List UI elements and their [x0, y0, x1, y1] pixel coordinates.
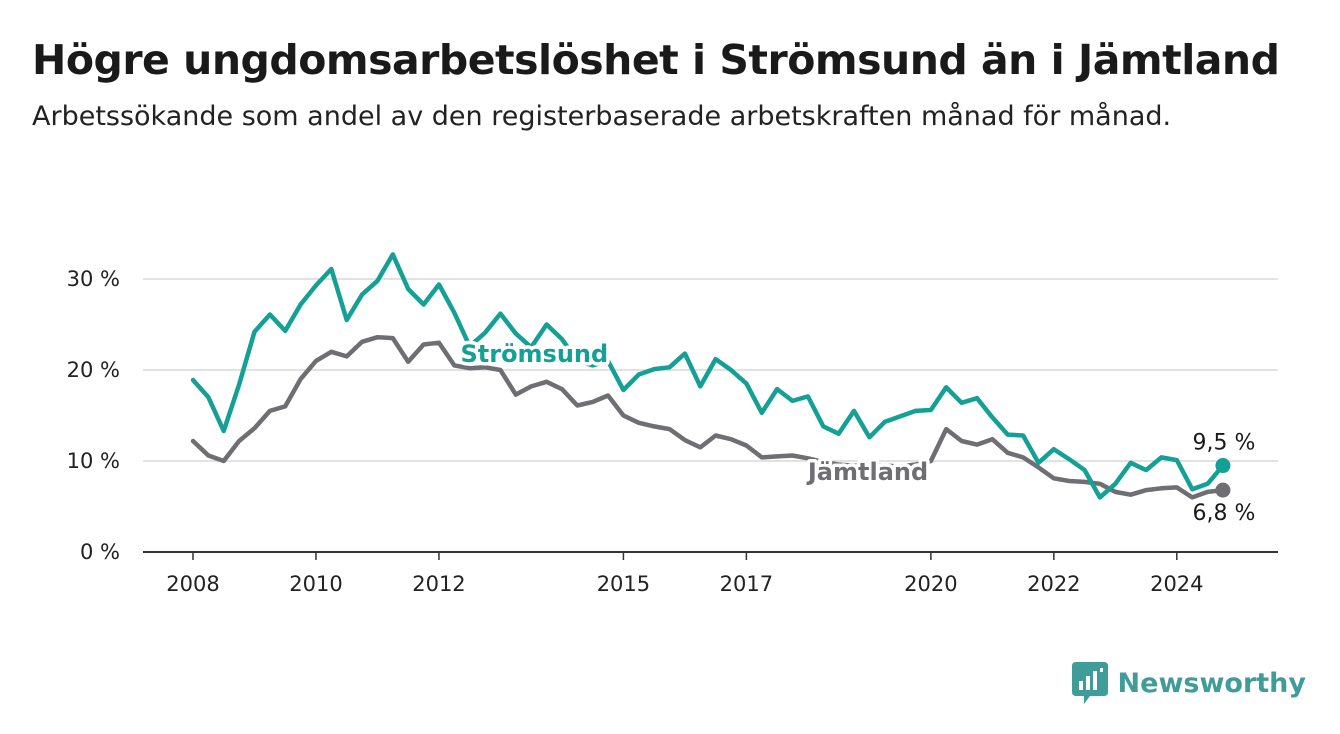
x-tick-label: 2008: [166, 572, 219, 596]
y-axis-ticks: 0 % 10 % 20 % 30 %: [67, 267, 120, 564]
series-end-point: [1215, 482, 1231, 498]
x-tick-label: 2022: [1027, 572, 1080, 596]
newsworthy-logo-icon: [1071, 662, 1108, 704]
y-tick-label: 0 %: [80, 540, 120, 564]
y-tick-label: 20 %: [67, 358, 120, 382]
end-value-label-stromsund: 9,5 %: [1192, 431, 1255, 456]
series-line-jamtland: [190, 334, 1226, 500]
x-axis-ticks: 2008 2010 2012 2015 2017 2020 2022 2024: [166, 552, 1204, 596]
brand-name: Newsworthy: [1117, 667, 1306, 699]
series-end-point: [1215, 458, 1231, 474]
end-value-label-jamtland: 6,8 %: [1192, 501, 1255, 526]
chart-title: Högre ungdomsarbetslöshet i Strömsund än…: [32, 36, 1280, 84]
x-tick-label: 2020: [904, 572, 957, 596]
x-tick-label: 2024: [1150, 572, 1203, 596]
chart-subtitle: Arbetssökande som andel av den registerb…: [32, 101, 1172, 132]
series-label-jamtland: Jämtland: [806, 458, 928, 486]
y-tick-label: 10 %: [67, 449, 120, 473]
series-lines: [190, 252, 1231, 500]
series-label-stromsund: Strömsund: [460, 340, 608, 368]
series-labels: Strömsund Jämtland 9,5 % 6,8 %: [457, 336, 1258, 528]
x-tick-label: 2010: [289, 572, 342, 596]
y-tick-label: 30 %: [67, 267, 120, 291]
series-line-stromsund: [190, 252, 1226, 500]
brand: Newsworthy: [1071, 662, 1306, 704]
x-tick-label: 2012: [412, 572, 465, 596]
x-tick-label: 2017: [720, 572, 773, 596]
x-tick-label: 2015: [597, 572, 650, 596]
